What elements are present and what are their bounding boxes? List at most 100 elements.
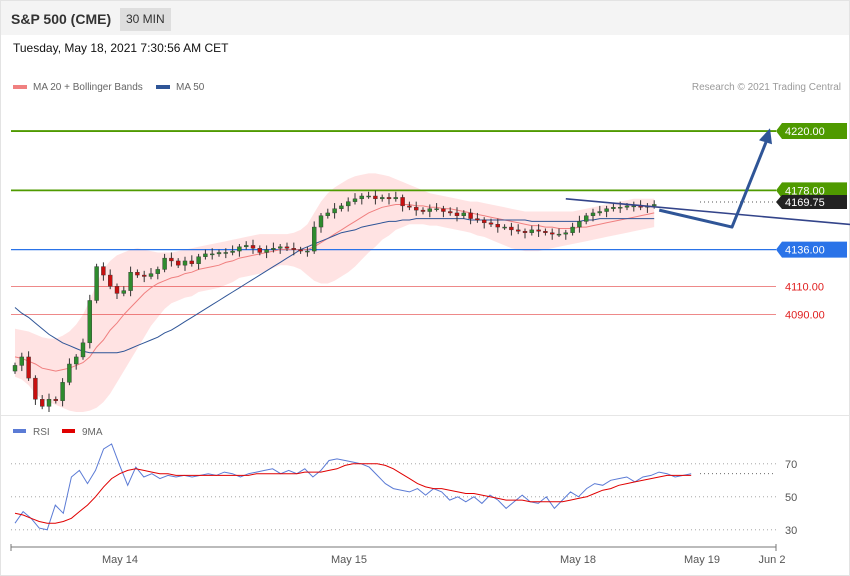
candle-body-44 [312,226,317,252]
candle-body-61 [427,208,432,212]
rsi-level-label-1: 50 [785,492,797,504]
candle-body-50 [352,198,358,202]
legend-swatch-0 [13,85,27,89]
candle-body-89 [618,207,623,209]
level-label-1: 4178.00 [785,185,825,197]
candle-body-21 [155,269,161,274]
candle-body-22 [162,257,167,270]
legend-label-0: MA 20 + Bollinger Bands [33,82,143,93]
candle-body-79 [550,232,555,235]
candle-body-62 [434,208,439,210]
forecast-arrow-head [759,128,772,145]
legend-label-1: MA 50 [176,82,205,93]
candle-body-49 [346,201,351,207]
candle-body-17 [128,272,133,291]
rsi-level-label-2: 30 [785,525,797,537]
chart-header: S&P 500 (CME) 30 MIN [1,1,849,35]
candle-body-0 [12,365,18,372]
rsi-ma-legend-swatch [62,429,75,433]
candle-body-16 [121,290,127,294]
candle-body-30 [216,252,222,255]
x-tick-label-2: May 18 [560,554,596,566]
candle-body-90 [624,205,630,208]
candle-body-43 [305,250,310,253]
candle-body-14 [107,274,113,287]
candle-body-59 [414,207,419,211]
x-tick-label-0: May 14 [102,554,138,566]
candle-body-41 [291,248,296,250]
candle-body-32 [230,250,235,253]
candle-body-37 [264,249,269,253]
candle-body-75 [522,231,528,233]
candle-body-81 [563,232,568,235]
candle-body-84 [584,215,589,222]
candle-body-19 [141,274,147,277]
panel-divider [1,415,849,416]
candle-body-2 [26,356,31,379]
forecast-path [658,141,768,229]
candle-body-57 [400,197,405,207]
rsi-legend-swatch [13,429,26,433]
candle-body-40 [284,246,290,249]
ma20-line [14,204,655,372]
instrument-title: S&P 500 (CME) [11,11,112,27]
x-tick-label-1: May 15 [331,554,367,566]
candle-body-12 [94,266,99,301]
candle-body-78 [543,231,548,233]
candle-body-60 [420,209,426,212]
rsi-ma-legend-label: 9MA [82,427,103,438]
chart-datetime: Tuesday, May 18, 2021 7:30:56 AM CET [13,41,229,55]
candle-body-66 [461,212,466,216]
candle-body-64 [448,211,453,214]
candle-body-67 [468,212,473,219]
legend-swatch-1 [156,85,170,89]
candle-body-11 [87,300,93,344]
candle-body-91 [631,205,636,208]
candle-body-15 [114,286,120,294]
candle-body-65 [454,212,460,216]
candle-body-42 [298,249,303,252]
candle-body-87 [604,208,609,212]
candle-body-54 [380,197,385,200]
candle-body-86 [597,211,602,214]
candle-body-26 [189,260,195,264]
x-tick-label-3: May 19 [684,554,720,566]
resistance-trendline [565,198,850,226]
research-credit: Research © 2021 Trading Central [692,82,841,93]
candle-body-27 [196,256,201,264]
candle-body-5 [46,399,52,407]
level-badge-1 [776,182,847,199]
rsi-line [14,443,692,531]
candle-body-83 [577,221,582,228]
candle-body-25 [182,260,188,266]
candle-body-53 [373,195,378,200]
candle-body-74 [516,229,521,232]
candle-body-85 [590,212,596,216]
level-label-3: 4110.00 [785,281,824,293]
candle-body-23 [169,257,174,262]
candle-body-1 [19,356,24,366]
candle-body-20 [148,273,154,277]
candle-body-24 [175,260,181,266]
candle-body-94 [652,204,657,207]
candle-body-34 [243,245,249,248]
candle-body-45 [318,215,324,228]
candle-body-18 [135,272,140,276]
candle-body-3 [33,377,38,400]
candle-body-13 [101,266,106,276]
candle-body-82 [570,226,575,233]
candle-body-58 [407,205,412,208]
candle-body-39 [278,246,283,249]
candle-body-9 [73,356,79,365]
candle-body-77 [536,229,541,232]
candle-body-8 [67,363,72,383]
level-badge-2 [776,241,847,258]
candle-body-69 [482,219,487,224]
level-label-4: 4090.00 [785,310,825,322]
rsi-legend-label: RSI [33,427,50,438]
candle-body-80 [556,233,562,236]
last-price-label: 4169.75 [785,197,825,209]
candle-body-31 [223,252,229,254]
candle-body-28 [203,253,208,257]
timeframe-badge[interactable]: 30 MIN [120,8,171,31]
